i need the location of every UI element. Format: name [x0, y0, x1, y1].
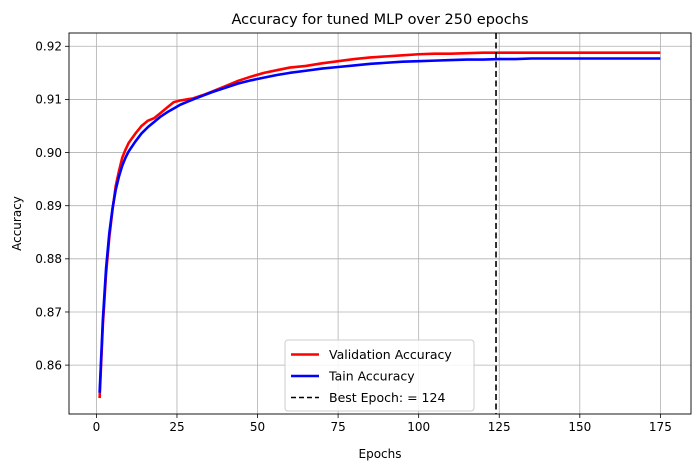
x-tick-label: 175 — [649, 420, 672, 434]
chart-title: Accuracy for tuned MLP over 250 epochs — [231, 12, 528, 28]
x-tick-label: 125 — [488, 420, 511, 434]
y-tick-label: 0.88 — [35, 252, 62, 266]
y-axis-ticks: 0.86 0.87 0.88 0.89 0.90 0.91 0.92 — [35, 40, 69, 372]
x-tick-label: 50 — [250, 420, 265, 434]
x-axis-label: Epochs — [359, 447, 402, 461]
x-tick-label: 25 — [169, 420, 184, 434]
x-tick-label: 100 — [407, 420, 430, 434]
x-tick-label: 150 — [568, 420, 591, 434]
legend-label-validation: Validation Accuracy — [329, 347, 452, 362]
grid — [69, 33, 691, 414]
train-accuracy-line — [98, 57, 661, 393]
series-lines — [98, 51, 661, 399]
legend: Validation Accuracy Tain Accuracy Best E… — [284, 339, 475, 412]
legend-box — [284, 339, 475, 412]
plot-frame — [68, 32, 692, 415]
legend-label-best-epoch: Best Epoch: = 124 — [329, 390, 445, 405]
x-tick-label: 0 — [93, 420, 101, 434]
legend-label-train: Tain Accuracy — [328, 369, 415, 384]
y-axis-label: Accuracy — [10, 196, 24, 251]
y-tick-label: 0.86 — [35, 358, 62, 372]
x-axis-ticks: 0 25 50 75 100 125 150 175 — [93, 414, 672, 434]
y-tick-label: 0.87 — [35, 305, 62, 319]
y-tick-label: 0.89 — [35, 199, 62, 213]
validation-accuracy-line — [98, 51, 661, 399]
y-tick-label: 0.90 — [35, 146, 62, 160]
y-tick-label: 0.92 — [35, 40, 62, 54]
x-tick-label: 75 — [330, 420, 345, 434]
y-tick-label: 0.91 — [35, 93, 62, 107]
